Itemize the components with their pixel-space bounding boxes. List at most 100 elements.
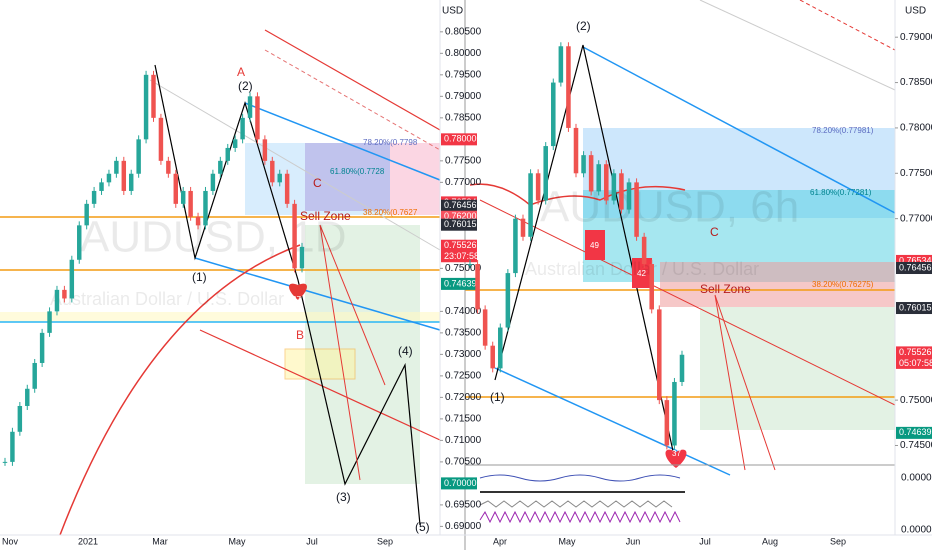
x-tick-label: May: [228, 536, 246, 546]
candle-body: [513, 218, 518, 274]
watermark: AUDUSD, 6h: [540, 183, 799, 232]
price-badge: [441, 277, 477, 290]
candle-body: [255, 96, 260, 140]
timer: 23:07:58: [444, 251, 479, 261]
candle-body: [106, 173, 112, 183]
watermark-sub: Australian Dollar / U.S. Dollar: [50, 289, 284, 309]
candle-body: [498, 327, 503, 369]
wave-label: (5): [415, 520, 430, 534]
y-tick-label: 0.75000: [445, 263, 482, 274]
candle-body: [270, 160, 275, 183]
candle-body: [32, 362, 37, 389]
candle-body: [69, 259, 75, 299]
candle-body: [39, 332, 45, 363]
candle-body: [573, 127, 579, 174]
wave-label: C: [710, 225, 719, 239]
price-badge: [441, 477, 477, 490]
price-badge: [896, 426, 932, 439]
candle-body: [17, 405, 23, 432]
y-tick-label: 0.79500: [445, 69, 482, 80]
candle-body: [195, 216, 201, 226]
candle-body: [121, 160, 127, 191]
y-tick-label: 0.72000: [445, 392, 482, 403]
fib-label: 61.80%(0.7728: [330, 167, 385, 176]
candle-body: [25, 388, 30, 406]
price-badge: [441, 133, 477, 146]
candle-body: [128, 173, 134, 191]
candle-body: [54, 289, 60, 312]
candle-body: [566, 46, 571, 128]
price-badge-label: 0.76200: [444, 211, 477, 221]
wave-label: (1): [490, 390, 505, 404]
price-badge: [896, 346, 932, 359]
candle-body: [596, 164, 601, 192]
price-badge-label: 0.74639: [444, 278, 477, 288]
candle-body: [299, 246, 305, 269]
watermark-sub: Australian Dollar / U.S. Dollar: [525, 259, 759, 279]
price-badge-label: 0.76534: [899, 255, 932, 265]
price-badge-label: 0.75526: [899, 347, 932, 357]
y-tick-label: 0.74000: [445, 306, 482, 317]
candle-body: [143, 74, 149, 140]
candle-body: [475, 264, 480, 310]
price-badge-label: 0.70000: [444, 478, 477, 488]
wave-label: (3): [336, 490, 351, 504]
y-tick-label: 0.79000: [900, 32, 932, 43]
candle-body: [672, 381, 677, 446]
y-tick-label: 0.69000: [445, 521, 482, 532]
candle-body: [114, 160, 119, 174]
candle-body: [535, 173, 541, 201]
count-label: 49: [590, 241, 599, 250]
y-tick-label: 0.70500: [445, 457, 482, 468]
wave-label: (2): [576, 19, 591, 33]
x-tick-label: Jul: [699, 536, 711, 546]
x-tick-label: Sep: [377, 536, 393, 546]
candle-body: [588, 155, 594, 192]
candle-body: [664, 400, 670, 446]
x-tick-label: Mar: [152, 536, 168, 546]
candle-body: [158, 117, 164, 161]
wave-label: A: [237, 65, 245, 79]
y-tick-label: 0.73000: [445, 349, 482, 360]
candle-body: [641, 236, 647, 265]
x-tick-label: May: [558, 536, 576, 546]
candle-body: [247, 96, 253, 118]
y-tick-label: 0.71000: [445, 435, 482, 446]
wave-label: (1): [192, 270, 207, 284]
price-badge: [441, 218, 477, 231]
y-tick-label: 0.78000: [900, 123, 932, 134]
price-badge: [441, 239, 477, 252]
candle-body: [490, 345, 495, 369]
price-badge-label: 0.78000: [444, 134, 477, 144]
y-tick-label: 0.79000: [445, 91, 482, 102]
candle-body: [626, 182, 632, 210]
count-label: 42: [637, 269, 646, 278]
price-badge: [441, 199, 477, 212]
candle-body: [47, 311, 52, 333]
candle-body: [84, 203, 89, 226]
price-badge: [896, 254, 932, 267]
candle-body: [136, 139, 141, 174]
candle-body: [482, 309, 488, 346]
candle-body: [77, 225, 82, 260]
fib-label: 78.20%(0.7798: [363, 138, 418, 147]
y-tick-label: 0.80000: [445, 48, 482, 59]
x-tick-label: Sep: [830, 536, 846, 546]
wave-label: B: [296, 328, 304, 342]
currency: USD: [442, 6, 463, 17]
candle-body: [551, 82, 556, 147]
zone-label: Sell Zone: [700, 282, 751, 296]
y-tick-label: 0.73500: [445, 328, 482, 339]
x-tick-label: Apr: [493, 536, 507, 546]
candle-body: [166, 160, 171, 174]
candle-body: [558, 46, 564, 83]
candle-body: [203, 190, 208, 226]
x-tick-label: 2021: [78, 536, 98, 546]
price-badge-label: 0.76015: [444, 219, 477, 229]
candle-body: [528, 173, 533, 237]
heart-label: 37: [672, 449, 681, 458]
candle-body: [99, 182, 104, 191]
